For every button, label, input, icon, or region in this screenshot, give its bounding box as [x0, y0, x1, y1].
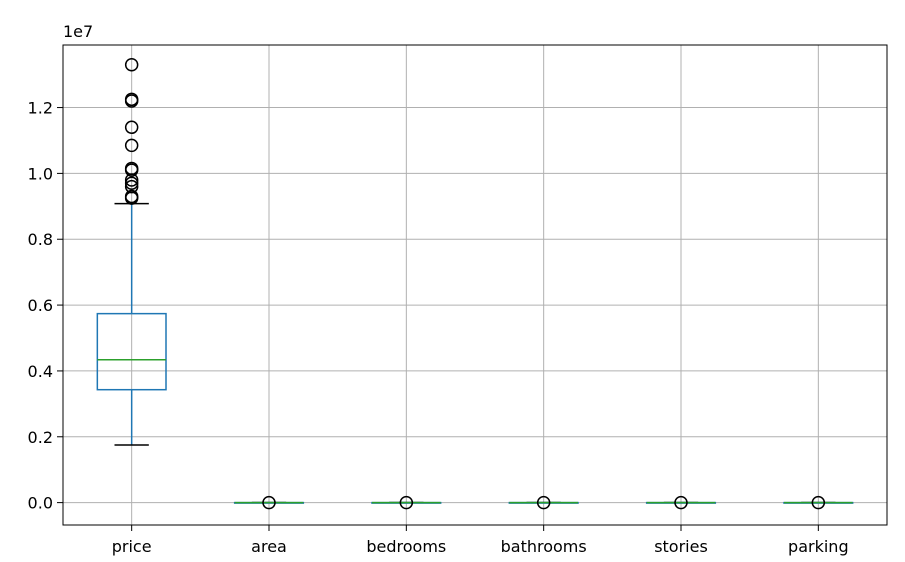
x-tick-label: parking: [788, 537, 849, 556]
box-parking: [783, 495, 854, 510]
flier-point: [124, 176, 139, 191]
flier-point: [674, 495, 688, 510]
flier-point: [124, 191, 139, 205]
x-tick-label: area: [251, 537, 287, 556]
y-tick-label: 0.6: [28, 296, 53, 315]
flier-point: [124, 163, 139, 177]
y-axis-offset-label: 1e7: [63, 22, 93, 41]
y-tick-label: 1.0: [28, 164, 53, 183]
box-area: [233, 495, 305, 510]
y-tick-label: 0.2: [28, 428, 53, 447]
flier-point: [124, 173, 139, 187]
y-tick-label: 0.8: [28, 230, 53, 249]
flier-point: [262, 495, 276, 510]
box-series: [96, 58, 854, 510]
flier-point: [536, 495, 551, 510]
x-tick-label: bathrooms: [501, 537, 587, 556]
flier-point: [811, 495, 826, 510]
x-tick-label: bedrooms: [366, 537, 446, 556]
flier-point: [124, 58, 139, 72]
x-tick-label: stories: [654, 537, 708, 556]
iqr-box: [96, 312, 167, 391]
grid-lines: [63, 45, 887, 525]
plot-frame: [62, 44, 888, 526]
y-tick-label: 0.4: [28, 362, 53, 381]
axis-ticks: 0.0 0.2 0.4 0.6 0.8 1.0 1.2 price area bedrooms ba…: [28, 99, 849, 556]
box-stories: [645, 495, 717, 510]
box-bathrooms: [508, 495, 579, 510]
box-price: [96, 58, 167, 446]
x-tick-label: price: [112, 537, 152, 556]
flier-point: [124, 120, 139, 135]
flier-point: [399, 495, 414, 510]
y-tick-label: 1.2: [28, 99, 53, 118]
flier-point: [124, 94, 139, 108]
y-tick-label: 0.0: [28, 494, 53, 513]
flier-point: [124, 138, 139, 153]
box-bedrooms: [371, 495, 442, 510]
